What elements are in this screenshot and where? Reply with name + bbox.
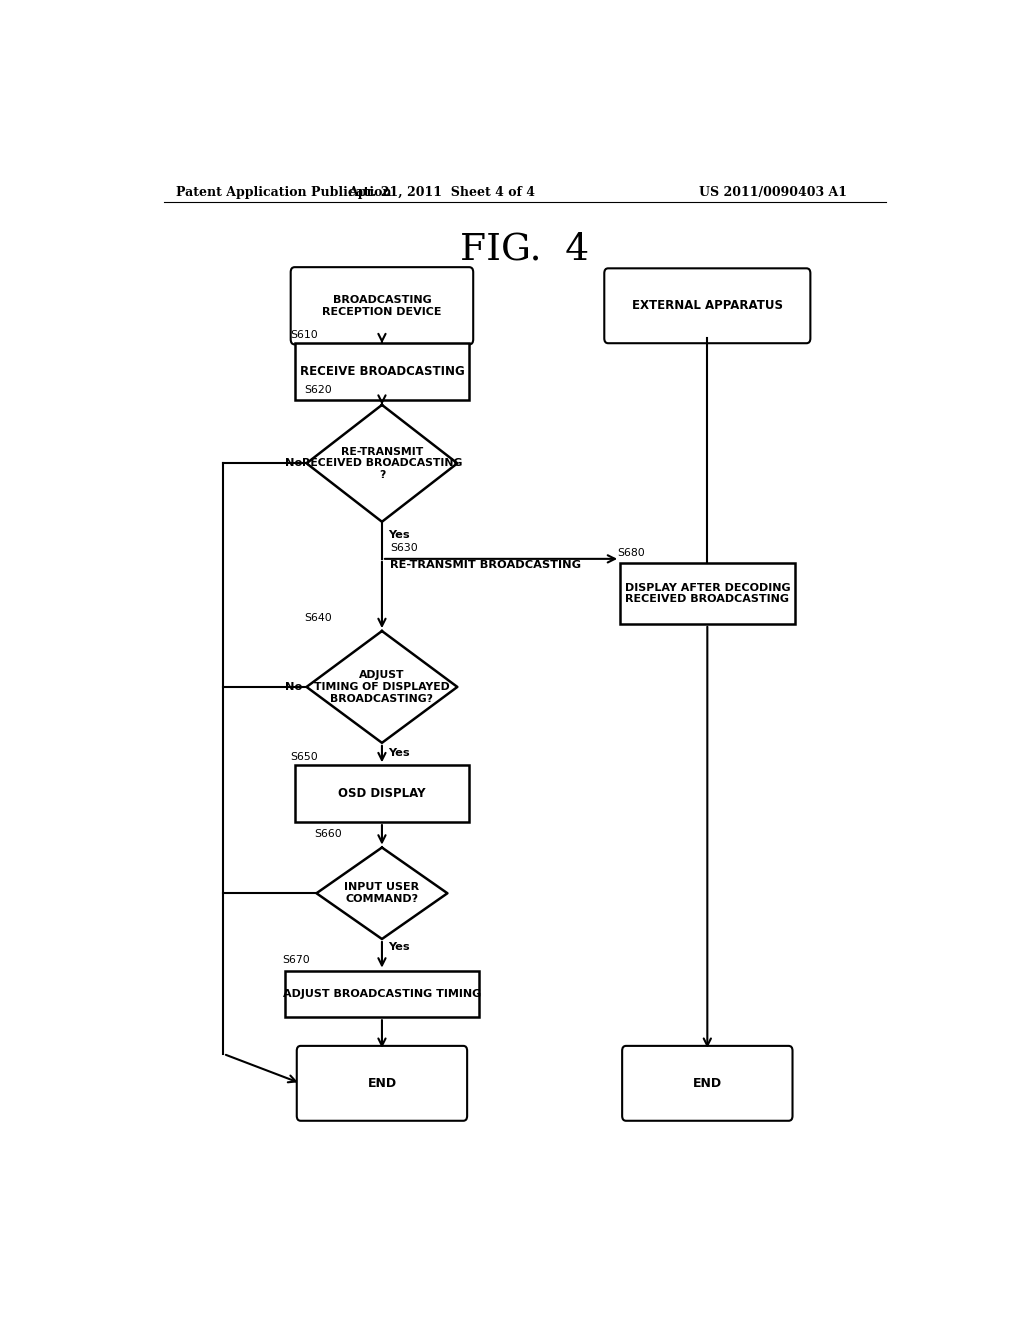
Text: EXTERNAL APPARATUS: EXTERNAL APPARATUS: [632, 300, 782, 313]
Text: No: No: [286, 682, 303, 692]
FancyBboxPatch shape: [291, 267, 473, 345]
Text: Apr. 21, 2011  Sheet 4 of 4: Apr. 21, 2011 Sheet 4 of 4: [348, 186, 535, 199]
Text: END: END: [693, 1077, 722, 1090]
FancyBboxPatch shape: [297, 1045, 467, 1121]
Polygon shape: [306, 405, 458, 521]
Text: RE-TRANSMIT
RECEIVED BROADCASTING
?: RE-TRANSMIT RECEIVED BROADCASTING ?: [302, 446, 462, 480]
Text: S650: S650: [291, 752, 318, 762]
Text: US 2011/0090403 A1: US 2011/0090403 A1: [699, 186, 848, 199]
Text: FIG.  4: FIG. 4: [460, 232, 590, 268]
Text: RE-TRANSMIT BROADCASTING: RE-TRANSMIT BROADCASTING: [390, 560, 581, 570]
Text: BROADCASTING
RECEPTION DEVICE: BROADCASTING RECEPTION DEVICE: [323, 294, 441, 317]
Text: S660: S660: [314, 829, 342, 840]
Text: S680: S680: [617, 548, 645, 558]
Bar: [620, 562, 795, 624]
Text: ADJUST BROADCASTING TIMING: ADJUST BROADCASTING TIMING: [283, 989, 481, 999]
Bar: [285, 970, 479, 1018]
Bar: [295, 343, 469, 400]
Text: No: No: [286, 458, 303, 469]
Text: Yes: Yes: [388, 529, 410, 540]
Polygon shape: [306, 631, 458, 743]
Text: ADJUST
TIMING OF DISPLAYED
BROADCASTING?: ADJUST TIMING OF DISPLAYED BROADCASTING?: [314, 671, 450, 704]
Text: S630: S630: [390, 543, 418, 553]
Text: Yes: Yes: [388, 748, 410, 758]
FancyBboxPatch shape: [623, 1045, 793, 1121]
Text: INPUT USER
COMMAND?: INPUT USER COMMAND?: [344, 883, 420, 904]
Text: S670: S670: [283, 956, 310, 965]
Bar: [295, 766, 469, 822]
Text: S610: S610: [291, 330, 318, 341]
Text: S640: S640: [304, 612, 332, 623]
FancyBboxPatch shape: [604, 268, 810, 343]
Text: OSD DISPLAY: OSD DISPLAY: [338, 787, 426, 800]
Text: S620: S620: [304, 384, 332, 395]
Text: RECEIVE BROADCASTING: RECEIVE BROADCASTING: [300, 366, 464, 379]
Polygon shape: [316, 847, 447, 939]
Text: Yes: Yes: [388, 942, 410, 952]
Text: END: END: [368, 1077, 396, 1090]
Text: DISPLAY AFTER DECODING
RECEIVED BROADCASTING: DISPLAY AFTER DECODING RECEIVED BROADCAS…: [625, 582, 791, 605]
Text: Patent Application Publication: Patent Application Publication: [176, 186, 391, 199]
